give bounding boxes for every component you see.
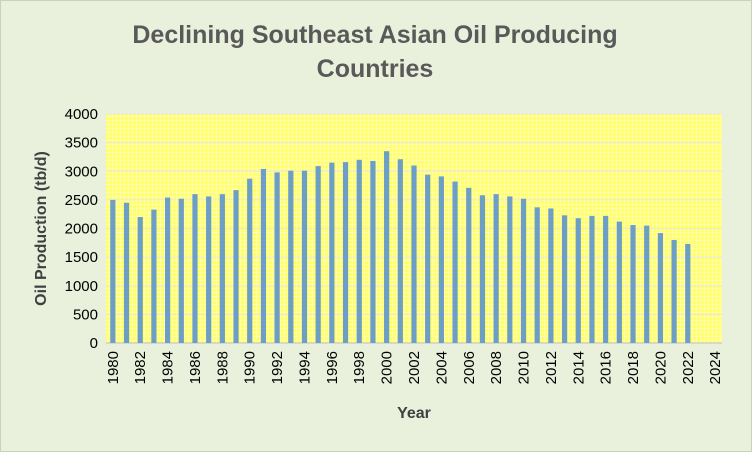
bar-2019 xyxy=(644,225,650,343)
bar-2011 xyxy=(534,207,540,343)
x-tick-label: 1990 xyxy=(242,351,259,384)
bar-1993 xyxy=(288,170,294,343)
bar-1995 xyxy=(315,166,321,343)
bar-1999 xyxy=(370,160,376,343)
y-axis-title: Oil Production (tb/d) xyxy=(33,151,50,306)
x-tick-label: 1998 xyxy=(351,351,368,384)
bar-2003 xyxy=(425,174,431,343)
x-tick-label: 2018 xyxy=(625,351,642,384)
bar-2004 xyxy=(438,176,444,343)
y-tick-label: 1000 xyxy=(65,278,98,295)
bar-2016 xyxy=(603,215,609,343)
x-tick-label: 2020 xyxy=(652,351,669,384)
bar-2009 xyxy=(507,196,513,343)
bar-1986 xyxy=(192,194,198,343)
y-tick-label: 2500 xyxy=(65,192,98,209)
chart-title: Declining Southeast Asian Oil Producing … xyxy=(132,21,618,83)
y-tick-label: 2000 xyxy=(65,221,98,238)
x-tick-label: 2012 xyxy=(543,351,560,384)
x-tick-label: 1988 xyxy=(214,351,231,384)
x-tick-label: 2000 xyxy=(379,351,396,384)
bar-2013 xyxy=(561,215,568,343)
bar-2021 xyxy=(671,239,677,343)
x-tick-label: 1980 xyxy=(105,351,122,384)
x-tick-label: 2008 xyxy=(488,351,505,384)
bar-2005 xyxy=(452,181,458,343)
x-tick-label: 2004 xyxy=(433,351,450,384)
bar-2010 xyxy=(520,198,527,343)
x-tick-label: 1994 xyxy=(296,351,313,384)
x-tick-label: 2010 xyxy=(516,351,533,384)
x-tick-label: 1986 xyxy=(187,351,204,384)
y-tick-label: 4000 xyxy=(65,106,98,123)
bar-2006 xyxy=(466,187,472,343)
x-tick-label: 1982 xyxy=(132,351,149,384)
bar-1994 xyxy=(301,170,308,343)
y-tick-label: 0 xyxy=(90,335,98,352)
bar-2008 xyxy=(493,194,499,343)
x-tick-label: 2006 xyxy=(461,351,478,384)
y-tick-label: 1500 xyxy=(65,249,98,266)
bar-2020 xyxy=(657,233,664,343)
x-tick-label: 1992 xyxy=(269,351,286,384)
bar-1985 xyxy=(178,198,184,343)
bar-1989 xyxy=(233,190,239,343)
bar-2018 xyxy=(630,225,636,343)
bar-2007 xyxy=(479,195,486,343)
bar-1992 xyxy=(274,172,280,343)
bar-1983 xyxy=(151,209,157,343)
y-tick-label: 3000 xyxy=(65,163,98,180)
x-tick-label: 1996 xyxy=(324,351,341,384)
y-tick-label: 500 xyxy=(73,306,98,323)
bar-2022 xyxy=(685,243,691,343)
bar-2017 xyxy=(616,221,622,343)
bar-1990 xyxy=(247,178,253,343)
bar-1988 xyxy=(219,194,225,343)
x-tick-label: 2016 xyxy=(598,351,615,384)
x-tick-label: 1984 xyxy=(160,351,177,384)
bar-1982 xyxy=(137,217,143,343)
x-tick-label: 2002 xyxy=(406,351,423,384)
bar-1998 xyxy=(356,159,362,343)
bar-1991 xyxy=(260,168,267,343)
bar-1987 xyxy=(206,196,212,343)
bar-1997 xyxy=(342,162,349,343)
bar-2000 xyxy=(384,151,390,343)
bar-2015 xyxy=(589,215,595,343)
bar-1996 xyxy=(329,162,335,343)
y-tick-label: 3500 xyxy=(65,135,98,152)
x-tick-label: 2024 xyxy=(707,351,724,384)
bar-1981 xyxy=(123,202,130,343)
bar-2002 xyxy=(411,165,417,343)
bar-2014 xyxy=(575,218,581,343)
x-tick-label: 2022 xyxy=(680,351,697,384)
bar-2001 xyxy=(397,159,403,343)
x-tick-label: 2014 xyxy=(570,351,587,384)
bar-1980 xyxy=(110,199,116,343)
bar-1984 xyxy=(164,197,171,343)
x-axis-title: Year xyxy=(397,405,431,422)
bar-2012 xyxy=(548,208,554,343)
